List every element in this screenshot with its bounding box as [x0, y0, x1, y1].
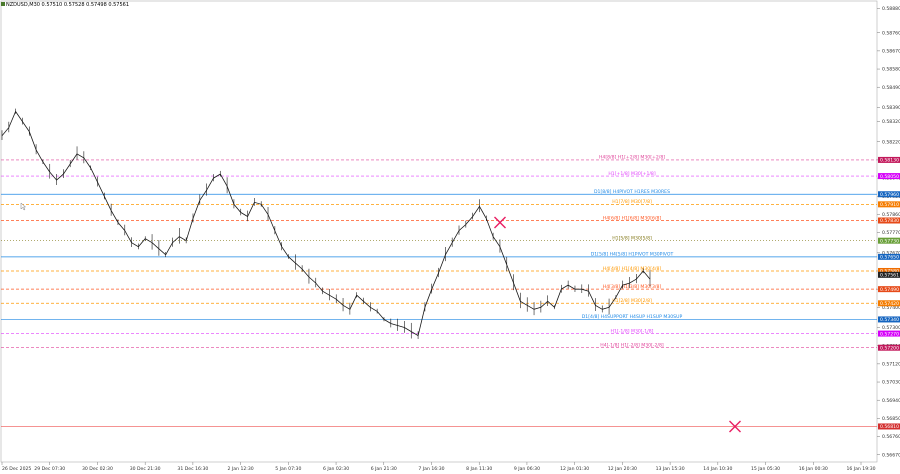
- price-badge-label: 0.57650: [880, 255, 899, 261]
- price-badge-label: 0.57420: [880, 301, 899, 307]
- price-badge: [878, 344, 900, 351]
- time-axis-label: 15 Jan 05:30: [751, 466, 780, 472]
- time-axis-label: 6 Jan 21:30: [371, 466, 397, 472]
- price-badge: [878, 316, 900, 323]
- price-badge: [878, 423, 900, 430]
- price-badge-label: 0.57910: [880, 202, 899, 208]
- price-axis-label: 0.56670: [882, 452, 900, 458]
- time-axis-label: 30 Dec 02:30: [82, 466, 113, 472]
- price-badge-label: 0.57830: [880, 218, 899, 224]
- price-badge-label: 0.57270: [880, 331, 899, 337]
- time-axis-label: 16 Jan 19:30: [846, 466, 875, 472]
- price-axis-label: 0.58390: [882, 105, 900, 111]
- price-badge: [878, 191, 900, 198]
- price-axis-label: 0.58880: [882, 6, 900, 12]
- price-axis-label: 0.57120: [882, 361, 900, 367]
- time-axis-label: 26 Dec 2025: [2, 466, 31, 472]
- price-badge-label: 0.58050: [880, 174, 899, 180]
- price-badge: [878, 173, 900, 180]
- price-badge: [878, 237, 900, 244]
- level-label: H1[+1/8] M30[+1/8]: [608, 171, 656, 177]
- price-badge: [878, 286, 900, 293]
- level-label: H4[8/8] H1[+2/8] M30[+2/8]: [599, 155, 665, 161]
- level-label: H4[4/8] H1[4/8] M30[4/8]: [603, 266, 662, 272]
- time-axis-label: 13 Jan 15:30: [656, 466, 685, 472]
- time-axis-label: 2 Jan 12:30: [228, 466, 254, 472]
- price-badge: [878, 330, 900, 337]
- current-price-badge: [878, 271, 900, 278]
- price-badge-label: 0.57490: [880, 287, 899, 293]
- price-badge: [878, 253, 900, 260]
- price-axis-label: 0.58580: [882, 67, 900, 73]
- symbol-title: NZDUSD,M30 0.57510 0.57528 0.57498 0.575…: [6, 2, 130, 8]
- level-label: H4[6/8] H1[6/8] M30[6/8]: [603, 215, 662, 221]
- price-badge: [878, 217, 900, 224]
- time-axis-label: 14 Jan 10:30: [703, 466, 732, 472]
- price-badge: [878, 267, 900, 274]
- cross-marker: [494, 216, 506, 229]
- price-badge: [878, 156, 900, 163]
- time-axis-label: 12 Jan 20:30: [608, 466, 637, 472]
- level-label: H4[-1/8] H1[-2/8] M30[-2/8]: [600, 343, 664, 349]
- price-axis-label: 0.57300: [882, 325, 900, 331]
- price-axis-label: 0.58760: [882, 30, 900, 36]
- price-badge-label: 0.57580: [880, 269, 899, 275]
- time-axis-label: 8 Jan 11:30: [466, 466, 492, 472]
- price-axis-label: 0.57860: [882, 212, 900, 218]
- time-axis-label: 30 Dec 21:30: [130, 466, 161, 472]
- price-axis-label: 0.56850: [882, 416, 900, 422]
- price-badge-label: 0.57730: [880, 238, 899, 244]
- level-label: D1[8/8] H4PIVOT H1RES M30RES: [594, 189, 670, 195]
- time-axis-label: 31 Dec 16:30: [177, 466, 208, 472]
- price-axis-label: 0.57770: [882, 230, 900, 236]
- cross-marker: [729, 420, 741, 433]
- level-label: H4[3/8] H1[3/8] M30[3/8]: [603, 284, 662, 290]
- price-axis-label: 0.58220: [882, 139, 900, 145]
- price-axis-label: 0.58670: [882, 48, 900, 54]
- price-badge-label: 0.57960: [880, 192, 899, 198]
- price-axis-label: 0.56940: [882, 398, 900, 404]
- time-axis-label: 7 Jan 16:30: [418, 466, 444, 472]
- price-axis-label: 0.57400: [882, 305, 900, 311]
- price-badge: [878, 300, 900, 307]
- level-label: H1[2/8] M30[2/8]: [612, 298, 652, 304]
- symbol-icon: [1, 2, 5, 6]
- price-line: [1, 110, 651, 337]
- time-axis-label: 29 Dec 07:30: [34, 466, 65, 472]
- time-axis-label: 5 Jan 07:30: [275, 466, 301, 472]
- price-axis-label: 0.58490: [882, 85, 900, 91]
- price-axis-label: 0.58320: [882, 119, 900, 125]
- price-badge: [878, 201, 900, 208]
- mouse-cursor-icon: [20, 202, 27, 211]
- plot-frame: [0, 0, 878, 463]
- price-badge-label: 0.56810: [880, 424, 899, 430]
- price-badge-label: 0.57200: [880, 345, 899, 351]
- level-label: H1[7/8] M30[7/8]: [612, 199, 652, 205]
- time-axis-label: 9 Jan 06:30: [514, 466, 540, 472]
- current-price-label: 0.57561: [880, 273, 899, 279]
- level-label: H1[5/8] M30[5/8]: [612, 235, 652, 241]
- price-axis-label: 0.57030: [882, 380, 900, 386]
- price-series: [1, 108, 651, 339]
- level-label: D1[5/8] H4[5/8] H1PIVOT M30PIVOT: [591, 252, 674, 258]
- level-label: H1[-1/8] M30[-1/8]: [611, 328, 654, 334]
- price-badge-label: 0.57340: [880, 317, 899, 323]
- time-axis-label: 12 Jan 01:30: [560, 466, 589, 472]
- price-axis-label: 0.57670: [882, 250, 900, 256]
- level-label: D1[4/8] H4SUPPORT H4SUP H1SUP M30SUP: [582, 314, 683, 320]
- price-badge-label: 0.58130: [880, 158, 899, 164]
- price-axis-label: 0.56760: [882, 434, 900, 440]
- time-axis-label: 16 Jan 00:30: [799, 466, 828, 472]
- time-axis-label: 6 Jan 02:30: [323, 466, 349, 472]
